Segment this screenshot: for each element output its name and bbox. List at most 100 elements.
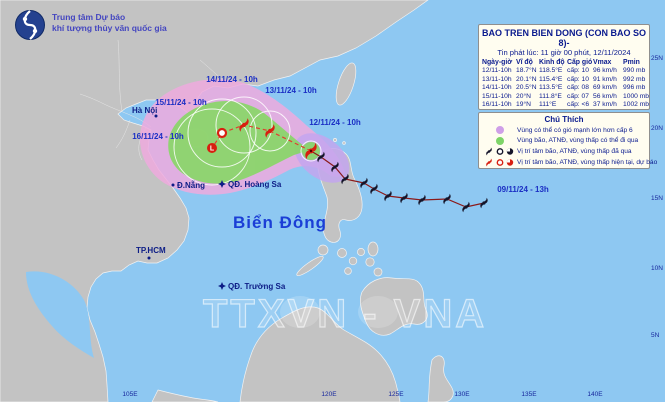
palawan-island <box>296 256 324 276</box>
col-header: Pmin <box>623 59 640 66</box>
col-header: Ngày-giờ <box>482 59 513 66</box>
cell: 20.1°N <box>516 75 537 83</box>
depression-icon <box>216 127 228 139</box>
cell: 1000 mb <box>623 92 650 100</box>
legend-panel: Chú Thích Vùng có thể có gió mạnh lớn hơ… <box>478 112 657 169</box>
lat-tick: 10N <box>651 265 663 272</box>
bulletin-time: Tin phát lúc: 11 giờ 00 phút, 12/11/2024 <box>497 48 631 57</box>
legend-label: Vị trí tâm bão, ATNĐ, vùng thấp đã qua <box>517 147 632 155</box>
cell: 19°N <box>516 101 531 109</box>
lat-tick: 25N <box>651 55 663 62</box>
lon-tick: 130E <box>454 391 470 398</box>
lon-tick: 120E <box>321 391 337 398</box>
sumatra-island <box>151 389 219 402</box>
cell: 16/11-10h <box>482 101 512 109</box>
forecast-table: Ngày-giờ Vĩ độ Kinh độ Cấp gió Vmax Pmin… <box>482 58 650 110</box>
cell: 111°E <box>539 101 557 109</box>
track-date-labels: 12/11/24 - 10h 13/11/24 - 10h 14/11/24 -… <box>132 75 549 194</box>
cell: 115.4°E <box>539 75 563 83</box>
city-label-danang: Đ.Nẵng <box>177 181 205 190</box>
table-row: 16/11-10h 19°N 111°E cấp: <6 37 km/h 100… <box>482 101 650 110</box>
current-symbols-swatch <box>483 157 517 168</box>
watermark-text: TTXVN - VNA <box>203 292 487 336</box>
green-area-swatch <box>483 136 517 145</box>
islands <box>151 62 454 402</box>
table-header-row: Ngày-giờ Vĩ độ Kinh độ Cấp gió Vmax Pmin <box>482 58 648 67</box>
archipelago-marker-icon <box>218 282 226 290</box>
borneo-island <box>239 306 401 402</box>
cell: 12/11-10h <box>482 67 512 74</box>
cell: 15/11-10h <box>482 92 512 100</box>
storm-title: BAO TREN BIEN DONG (CON BAO SO 8)- <box>482 28 647 48</box>
cell: cấp: 07 <box>567 92 589 100</box>
legend-label: Vị trí tâm bão, ATNĐ, vùng thấp hiện tại… <box>517 158 658 166</box>
depression-icon <box>496 158 504 166</box>
table-row: 13/11-10h 20.1°N 115.4°E cấp: 10 91 km/h… <box>482 76 648 85</box>
legend-item: Vùng bão, ATNĐ, vùng thấp có thể đi qua <box>483 136 645 147</box>
lon-tick: 125E <box>388 391 404 398</box>
city-dot <box>154 114 158 118</box>
cell: 96 km/h <box>593 67 617 74</box>
table-row: 12/11-10h 18.7°N 118.5°E cấp: 10 96 km/h… <box>482 67 648 76</box>
table-row: 15/11-10h 20°N 111.8°E cấp: 07 56 km/h 1… <box>482 92 650 102</box>
lat-tick: 20N <box>651 125 663 132</box>
table-row: 14/11-10h 20.5°N 113.5°E cấp: 08 69 km/h… <box>482 84 648 93</box>
lon-tick: 135E <box>521 391 537 398</box>
cell: 118.5°E <box>539 67 563 74</box>
track-label: 09/11/24 - 13h <box>497 185 549 194</box>
cell: 69 km/h <box>593 84 617 92</box>
agency-name: Trung tâm Dự báo khí tượng thủy văn quốc… <box>52 9 167 34</box>
col-header: Kinh độ <box>539 59 565 66</box>
legend-item: Vị trí tâm bão, ATNĐ, vùng thấp hiện tại… <box>483 157 657 168</box>
cell: cấp: 08 <box>567 84 589 92</box>
cell: 13/11-10h <box>482 75 512 83</box>
track-label: 12/11/24 - 10h <box>309 118 361 127</box>
cell: cấp: 10 <box>567 67 589 74</box>
agency-name-line2: khí tượng thủy văn quốc gia <box>52 23 167 33</box>
cell: cấp: 10 <box>567 75 589 83</box>
track-label: 13/11/24 - 10h <box>265 86 317 95</box>
past-symbols-swatch <box>483 146 517 157</box>
archipelago-marker-icon <box>218 180 226 188</box>
cell: 20°N <box>516 92 531 100</box>
label-hoang-sa: QĐ. Hoàng Sa <box>228 180 282 189</box>
cell: 37 km/h <box>593 101 617 109</box>
agency-brand: Trung tâm Dự báo khí tượng thủy văn quốc… <box>14 9 167 41</box>
cell: 996 mb <box>623 84 646 92</box>
agency-logo-icon <box>15 10 45 40</box>
taiwan-island <box>335 62 357 106</box>
cell: 56 km/h <box>593 92 617 100</box>
col-header: Vmax <box>593 59 612 66</box>
mindanao-island <box>360 277 428 336</box>
lat-tick: 15N <box>651 195 663 202</box>
legend-label: Vùng có thể có gió mạnh lớn hơn cấp 6 <box>517 126 633 134</box>
longitude-labels: 105E 120E 125E 130E 135E 140E <box>122 391 603 398</box>
city-dot <box>171 183 175 187</box>
cell: 20.5°N <box>516 84 537 92</box>
cell: 1002 mb <box>623 101 650 109</box>
purple-area-swatch <box>483 126 517 135</box>
cell: 113.5°E <box>539 84 563 92</box>
place-labels: Hà Nội Đ.Nẵng TP.HCM QĐ. Hoàng Sa QĐ. Tr… <box>132 106 326 291</box>
lon-tick: 140E <box>587 391 603 398</box>
cell: 111.8°E <box>539 92 562 100</box>
col-header: Cấp gió <box>567 59 593 66</box>
lon-tick: 105E <box>122 391 138 398</box>
legend-label: Vùng bão, ATNĐ, vùng thấp có thể đi qua <box>517 137 639 145</box>
past-track-line <box>310 150 485 208</box>
track-label: 16/11/24 - 10h <box>132 132 184 141</box>
watermark: TTXVN - VNA <box>202 291 487 336</box>
cell: 992 mb <box>623 75 646 83</box>
legend-title: Chú Thích <box>544 115 584 124</box>
track-label: 14/11/24 - 10h <box>206 75 258 84</box>
legend-item: Vị trí tâm bão, ATNĐ, vùng thấp đã qua <box>483 146 645 157</box>
probability-circles <box>173 96 322 186</box>
low-pressure-icon: L <box>207 143 217 153</box>
typhoon-icon <box>486 147 492 156</box>
cell: cấp: <6 <box>567 101 590 109</box>
depression-icon <box>496 148 504 155</box>
typhoon-center-dot <box>309 149 313 153</box>
agency-name-line1: Trung tâm Dự báo <box>52 12 126 22</box>
cell: 18.7°N <box>516 67 537 74</box>
